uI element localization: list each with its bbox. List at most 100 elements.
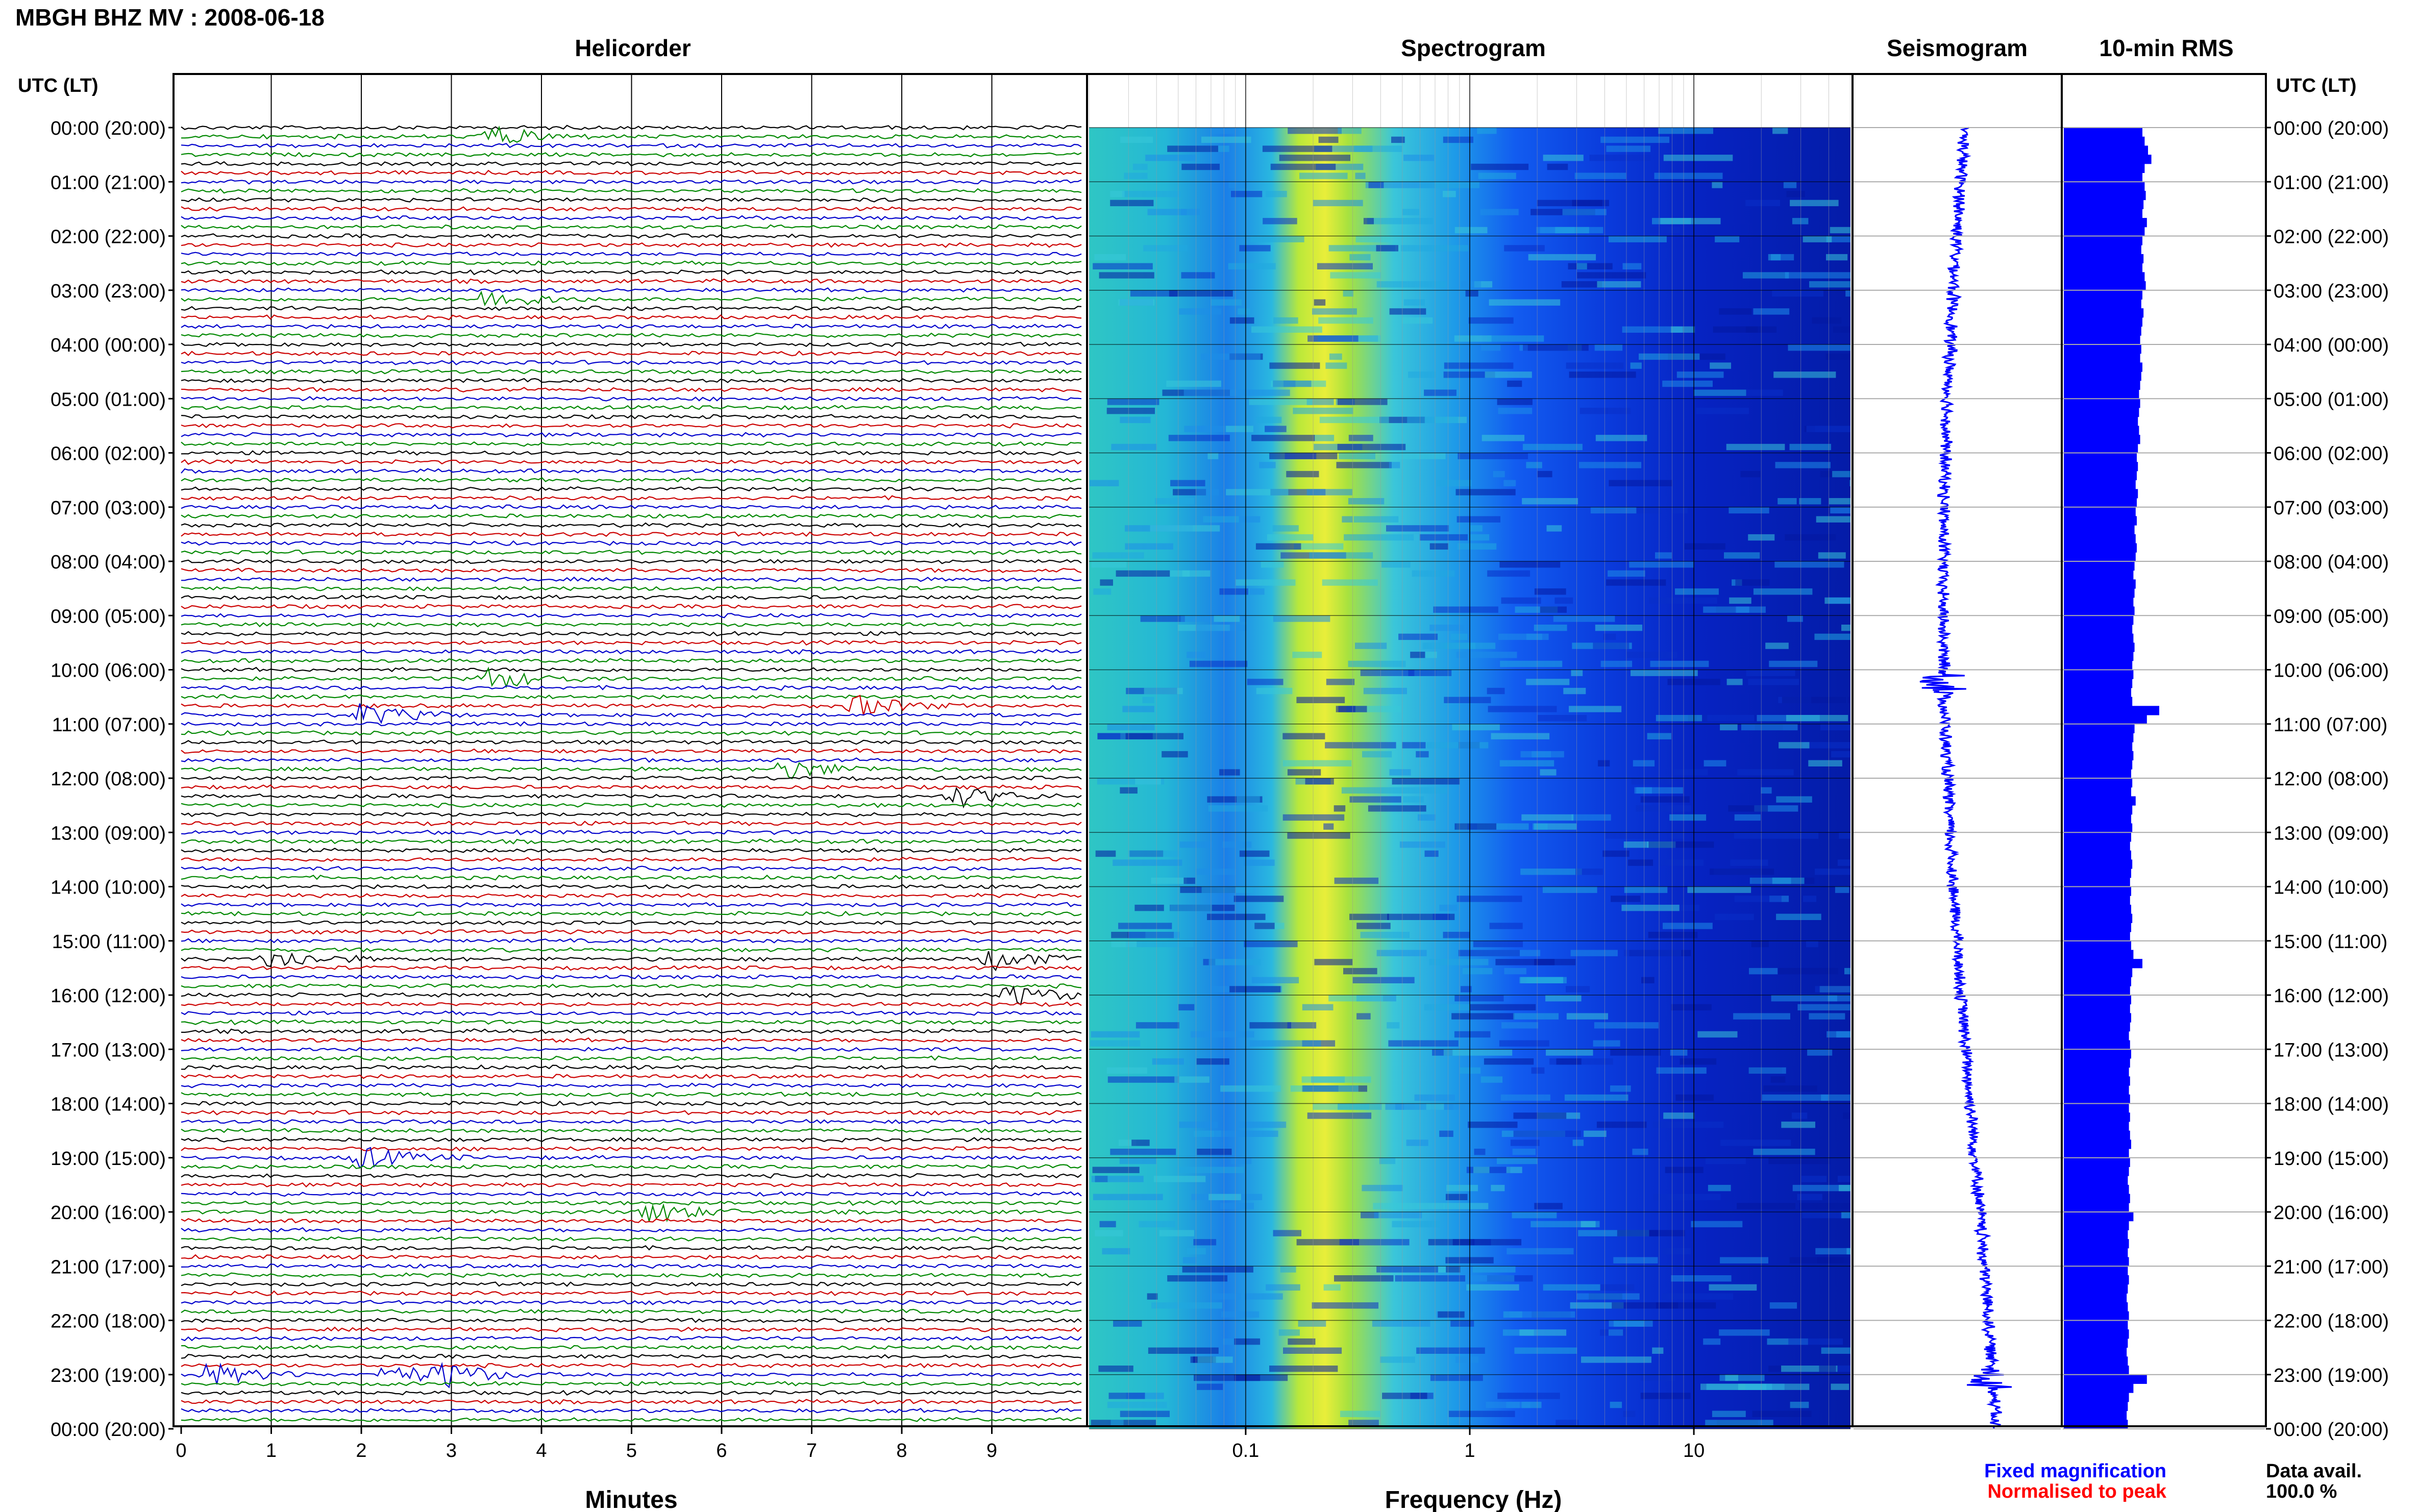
spectrogram-cell xyxy=(1116,570,1170,577)
spectrogram-cell xyxy=(1818,552,1846,559)
spectrogram-cell xyxy=(1140,615,1185,622)
spectrogram-cell xyxy=(1581,1356,1651,1363)
spectrogram-cell xyxy=(1652,1121,1724,1128)
rms-bar xyxy=(2064,706,2159,715)
spectrogram-cell xyxy=(1107,399,1159,405)
spectrogram-cell xyxy=(1577,272,1646,279)
spectrogram-cell xyxy=(1726,443,1785,451)
helicorder-trace xyxy=(181,1218,1082,1224)
spectrogram-cell xyxy=(1658,128,1713,134)
spectrogram-cell xyxy=(1671,1275,1732,1282)
spectrogram-cell xyxy=(1845,290,1850,297)
rms-bar xyxy=(2064,1203,2129,1212)
rms-bar xyxy=(2064,128,2142,137)
spectrogram-cell xyxy=(1487,335,1544,342)
spectrogram-cell xyxy=(1208,805,1268,812)
spectrogram-cell xyxy=(1455,489,1516,495)
spectrogram-cell xyxy=(1746,389,1783,396)
helicorder-trace xyxy=(181,1119,1082,1125)
spectrogram-cell xyxy=(1610,1085,1631,1092)
spectrogram-cell xyxy=(1389,769,1411,776)
spectrogram-cell xyxy=(1181,163,1220,170)
spectrogram-cell xyxy=(1481,344,1501,351)
spectrogram-cell xyxy=(1341,787,1384,794)
rms-bar xyxy=(2064,859,2133,869)
spectrogram-cell xyxy=(1169,290,1233,297)
spectrogram-cell xyxy=(1509,1311,1575,1318)
spectrogram-cell xyxy=(1710,869,1774,875)
spectrogram-cell xyxy=(1469,525,1483,532)
time-label-left: 01:00 (21:00) xyxy=(51,172,166,193)
spectrogram-cell xyxy=(1703,1338,1721,1345)
rms-bar xyxy=(2064,1410,2127,1420)
spectrogram-cell xyxy=(1543,155,1584,161)
helicorder-trace xyxy=(181,721,1082,727)
spectrogram-cell xyxy=(1179,1167,1244,1173)
spectrogram-cell xyxy=(1110,200,1154,207)
rms-bar xyxy=(2064,1420,2128,1429)
spectrogram-cell xyxy=(1462,968,1493,975)
spectrogram-cell xyxy=(1773,371,1836,378)
spectrogram-cell xyxy=(1360,670,1415,676)
spectrogram-cell xyxy=(1556,1420,1579,1426)
rms-bar xyxy=(2064,1031,2129,1041)
spectrogram-cell xyxy=(1228,263,1276,269)
spectrogram-cell xyxy=(1568,263,1613,269)
spectrogram-cell xyxy=(1290,1085,1359,1092)
spectrogram-cell xyxy=(1779,742,1810,749)
rms-bar xyxy=(2064,977,2131,986)
spectrogram-cell xyxy=(1673,769,1708,776)
spectrogram-cell xyxy=(1826,254,1848,261)
spectrogram-cell xyxy=(1318,317,1373,324)
spectrogram-cell xyxy=(1733,1013,1790,1020)
spectrogram-cell xyxy=(1337,443,1406,451)
spectrogram-cell xyxy=(1663,1112,1695,1119)
spectrogram-cell xyxy=(1499,1040,1549,1047)
spectrogram-cell xyxy=(1806,940,1818,948)
rms-bar xyxy=(2064,335,2140,345)
helicorder-trace xyxy=(181,1046,1082,1052)
spectrogram-cell xyxy=(1726,679,1743,685)
spectrogram-cell xyxy=(1145,155,1196,161)
spectrogram-cell xyxy=(1572,200,1610,207)
spectrogram-cell xyxy=(1776,913,1821,920)
spectrogram-cell xyxy=(1606,832,1659,839)
rms-bar xyxy=(2064,552,2136,562)
rms-bar xyxy=(2064,1157,2130,1167)
helicorder-trace xyxy=(181,126,1082,143)
spectrogram-cell xyxy=(1113,1320,1142,1327)
helicorder-trace xyxy=(181,1345,1082,1351)
spectrogram-cell xyxy=(1454,1031,1491,1038)
helicorder-trace xyxy=(181,1074,1082,1079)
rms-bar xyxy=(2064,950,2134,959)
spectrogram-cell xyxy=(1363,218,1374,225)
spectrogram-cell xyxy=(1719,1329,1770,1336)
spectrogram-cell xyxy=(1729,597,1751,604)
spectrogram-cell xyxy=(1500,1094,1550,1101)
helicorder-trace xyxy=(181,1092,1082,1098)
spectrogram-cell xyxy=(1443,136,1473,143)
spectrogram-cell xyxy=(1234,1374,1288,1381)
spectrogram-cell xyxy=(1285,453,1317,459)
rms-bar xyxy=(2064,687,2131,698)
minute-tick-label: 7 xyxy=(806,1440,817,1461)
time-label-left: 21:00 (17:00) xyxy=(51,1256,166,1278)
spectrogram-cell xyxy=(1401,245,1468,252)
rms-bar xyxy=(2064,633,2134,643)
spectrogram-cell xyxy=(1833,326,1850,333)
helicorder-trace xyxy=(181,324,1082,329)
spectrogram-cell xyxy=(1648,841,1714,848)
spectrogram-cell xyxy=(1680,1058,1717,1065)
minute-tick-label: 1 xyxy=(266,1440,277,1461)
rms-bar xyxy=(2064,1076,2130,1086)
helicorder-trace xyxy=(181,1254,1082,1260)
spectrogram-cell xyxy=(1374,1212,1422,1219)
rms-bar xyxy=(2064,1266,2128,1276)
spectrogram-cell xyxy=(1314,299,1326,306)
spectrogram-cell xyxy=(1322,579,1378,586)
spectrogram-cell xyxy=(1606,145,1651,152)
spectrogram-cell xyxy=(1503,480,1516,486)
rms-bar xyxy=(2064,435,2140,444)
spectrogram-cell xyxy=(1174,1076,1210,1083)
